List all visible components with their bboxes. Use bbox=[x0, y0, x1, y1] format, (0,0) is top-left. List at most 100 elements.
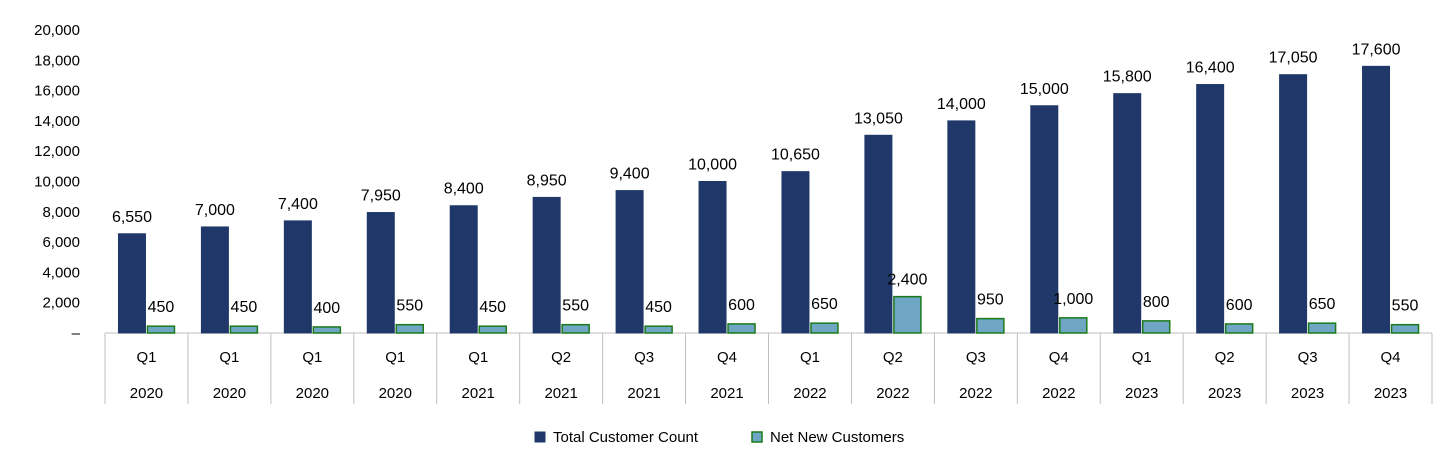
category-year-label: 2023 bbox=[1374, 385, 1407, 402]
data-label-total: 15,000 bbox=[1020, 81, 1069, 98]
bar-total-customer-count bbox=[449, 205, 478, 334]
data-label-total: 7,950 bbox=[361, 188, 401, 205]
bar-total-customer-count bbox=[947, 120, 976, 334]
data-label-net-new: 450 bbox=[479, 299, 506, 316]
bar-net-new-customers bbox=[146, 325, 176, 334]
bar-net-new-customers bbox=[561, 323, 590, 334]
category-quarter-label: Q1 bbox=[219, 349, 239, 366]
bar-net-new-customers bbox=[644, 325, 673, 334]
data-label-total: 8,950 bbox=[527, 172, 567, 189]
category-year-label: 2023 bbox=[1125, 385, 1158, 402]
y-tick-label: 12,000 bbox=[34, 143, 80, 160]
data-label-net-new: 400 bbox=[313, 300, 340, 317]
data-label-total: 13,050 bbox=[854, 110, 903, 127]
bar-total-customer-count bbox=[117, 233, 146, 334]
data-label-total: 6,550 bbox=[112, 209, 152, 226]
bar-total-customer-count bbox=[781, 171, 810, 334]
bar-total-customer-count bbox=[283, 220, 312, 334]
category-quarter-label: Q4 bbox=[1381, 349, 1401, 366]
category-quarter-label: Q4 bbox=[717, 349, 737, 366]
category-year-label: 2021 bbox=[544, 385, 577, 402]
bar-net-new-customers bbox=[810, 322, 839, 334]
data-label-net-new: 450 bbox=[231, 299, 258, 316]
category-quarter-label: Q1 bbox=[385, 349, 405, 366]
data-label-net-new: 550 bbox=[396, 298, 423, 315]
bar-net-new-customers bbox=[893, 295, 922, 334]
category-year-label: 2022 bbox=[876, 385, 909, 402]
y-tick-label: – bbox=[72, 325, 81, 342]
bar-net-new-customers bbox=[1059, 317, 1088, 334]
category-year-label: 2022 bbox=[793, 385, 826, 402]
bar-total-customer-count bbox=[200, 226, 229, 334]
bar-total-customer-count bbox=[366, 212, 395, 334]
data-label-net-new: 650 bbox=[811, 296, 838, 313]
data-label-net-new: 550 bbox=[562, 298, 589, 315]
data-label-total: 7,000 bbox=[195, 202, 235, 219]
category-year-label: 2020 bbox=[130, 385, 163, 402]
data-label-total: 7,400 bbox=[278, 196, 318, 213]
data-label-net-new: 650 bbox=[1309, 296, 1336, 313]
bar-net-new-customers bbox=[478, 325, 507, 334]
legend-label-net-new-customers: Net New Customers bbox=[770, 429, 904, 446]
y-tick-label: 20,000 bbox=[34, 22, 80, 39]
bar-net-new-customers bbox=[1141, 320, 1171, 334]
bar-total-customer-count bbox=[615, 190, 644, 334]
data-label-total: 17,050 bbox=[1269, 50, 1318, 67]
data-label-net-new: 550 bbox=[1392, 298, 1419, 315]
data-label-total: 8,400 bbox=[444, 181, 484, 198]
category-quarter-label: Q4 bbox=[1049, 349, 1069, 366]
data-label-total: 15,800 bbox=[1103, 69, 1152, 86]
category-quarter-label: Q1 bbox=[1132, 349, 1152, 366]
data-label-net-new: 450 bbox=[645, 299, 672, 316]
legend-swatch-total-customer-count bbox=[534, 431, 546, 443]
data-label-total: 9,400 bbox=[610, 166, 650, 183]
y-tick-label: 4,000 bbox=[42, 264, 80, 281]
category-quarter-label: Q1 bbox=[468, 349, 488, 366]
category-year-label: 2020 bbox=[296, 385, 329, 402]
category-quarter-label: Q1 bbox=[136, 349, 156, 366]
data-label-net-new: 2,400 bbox=[887, 272, 927, 289]
y-tick-label: 6,000 bbox=[42, 234, 80, 251]
bar-net-new-customers bbox=[229, 325, 259, 334]
category-year-label: 2020 bbox=[379, 385, 412, 402]
category-quarter-label: Q2 bbox=[883, 349, 903, 366]
data-label-total: 10,650 bbox=[771, 147, 820, 164]
category-year-label: 2020 bbox=[213, 385, 246, 402]
category-quarter-label: Q3 bbox=[1298, 349, 1318, 366]
category-year-label: 2023 bbox=[1291, 385, 1324, 402]
y-tick-label: 8,000 bbox=[42, 204, 80, 221]
data-label-net-new: 600 bbox=[728, 297, 755, 314]
bar-net-new-customers bbox=[312, 326, 342, 334]
legend-swatch-net-new-customers bbox=[751, 431, 763, 443]
y-tick-label: 18,000 bbox=[34, 52, 80, 69]
y-tick-label: 16,000 bbox=[34, 83, 80, 100]
y-tick-label: 14,000 bbox=[34, 113, 80, 130]
y-tick-label: 10,000 bbox=[34, 174, 80, 191]
bar-total-customer-count bbox=[1113, 93, 1142, 334]
category-quarter-label: Q2 bbox=[1215, 349, 1235, 366]
data-label-total: 16,400 bbox=[1186, 60, 1235, 77]
category-year-label: 2023 bbox=[1208, 385, 1241, 402]
data-label-total: 10,000 bbox=[688, 157, 737, 174]
category-year-label: 2022 bbox=[1042, 385, 1075, 402]
bar-total-customer-count bbox=[864, 134, 893, 334]
data-label-net-new: 950 bbox=[977, 292, 1004, 309]
y-tick-label: 2,000 bbox=[42, 295, 80, 312]
data-label-total: 17,600 bbox=[1352, 41, 1401, 58]
data-label-total: 14,000 bbox=[937, 96, 986, 113]
category-year-label: 2021 bbox=[462, 385, 495, 402]
category-quarter-label: Q3 bbox=[966, 349, 986, 366]
bar-net-new-customers bbox=[727, 323, 756, 334]
bar-total-customer-count bbox=[698, 181, 727, 334]
bar-total-customer-count bbox=[532, 196, 561, 334]
category-year-label: 2021 bbox=[627, 385, 660, 402]
category-quarter-label: Q3 bbox=[634, 349, 654, 366]
data-label-net-new: 600 bbox=[1226, 297, 1253, 314]
bar-total-customer-count bbox=[1030, 105, 1059, 334]
category-quarter-label: Q1 bbox=[302, 349, 322, 366]
bar-net-new-customers bbox=[1224, 323, 1254, 334]
bar-total-customer-count bbox=[1362, 65, 1391, 334]
bar-total-customer-count bbox=[1279, 74, 1308, 334]
